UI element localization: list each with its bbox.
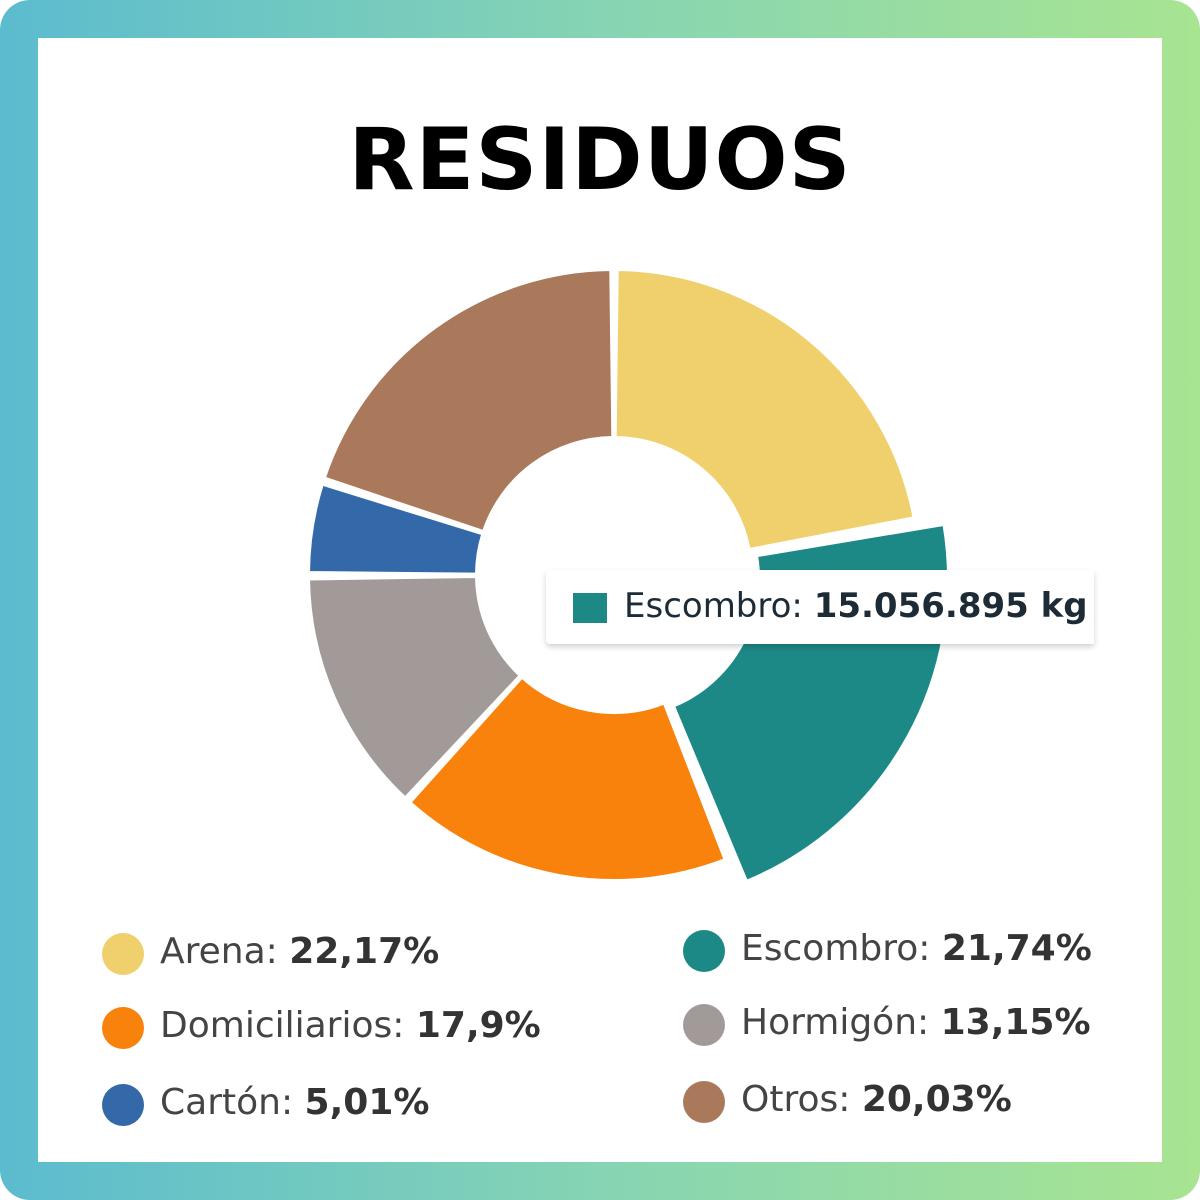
chart-title: RESIDUOS — [348, 110, 852, 210]
tooltip-swatch — [573, 593, 607, 623]
legend-dot-domiciliarios — [102, 1007, 144, 1049]
legend-value: 20,03% — [861, 1079, 1012, 1120]
slice-hormigon[interactable] — [308, 576, 521, 799]
tooltip-value: 15.056.895 kg — [813, 586, 1088, 626]
legend-label: Domiciliarios: — [160, 1005, 405, 1046]
legend-label: Escombro: — [741, 928, 931, 969]
legend-dot-arena — [102, 933, 144, 975]
legend-text-arena: Arena: 22,17% — [160, 931, 439, 972]
legend-value: 22,17% — [289, 931, 440, 972]
legend-text-otros: Otros: 20,03% — [741, 1079, 1012, 1120]
legend-text-escombro: Escombro: 21,74% — [741, 928, 1092, 969]
legend-value: 17,9% — [415, 1005, 541, 1046]
legend-dot-escombro — [683, 930, 725, 972]
tooltip-text: Escombro: 15.056.895 kg — [624, 586, 1088, 626]
tooltip-label: Escombro: — [624, 586, 803, 626]
slice-carton[interactable] — [308, 483, 484, 575]
legend-text-hormigon: Hormigón: 13,15% — [741, 1002, 1091, 1043]
legend-value: 5,01% — [304, 1082, 430, 1123]
slice-domiciliarios[interactable] — [409, 676, 726, 881]
tooltip: Escombro: 15.056.895 kg — [546, 570, 1094, 644]
legend-value: 13,15% — [940, 1002, 1091, 1043]
legend-dot-carton — [102, 1084, 144, 1126]
slice-arena[interactable] — [614, 269, 915, 550]
legend-text-carton: Cartón: 5,01% — [160, 1082, 429, 1123]
legend-label: Hormigón: — [741, 1002, 930, 1043]
legend-text-domiciliarios: Domiciliarios: 17,9% — [160, 1005, 541, 1046]
legend-label: Arena: — [160, 931, 278, 972]
legend-label: Cartón: — [160, 1082, 294, 1123]
legend-value: 21,74% — [941, 928, 1092, 969]
legend-dot-otros — [683, 1081, 725, 1123]
legend-dot-hormigon — [683, 1004, 725, 1046]
legend-label: Otros: — [741, 1079, 851, 1120]
slice-otros[interactable] — [323, 269, 614, 533]
